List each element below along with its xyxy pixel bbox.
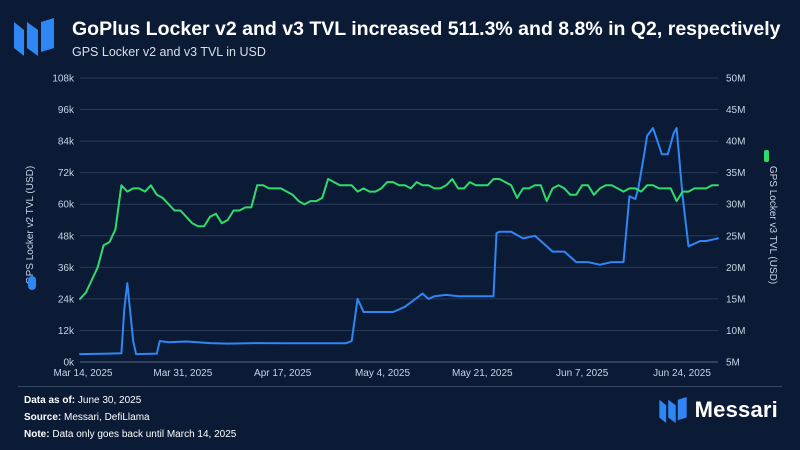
- y-right-tick-label: 30M: [726, 200, 745, 211]
- brand-name: Messari: [694, 397, 778, 422]
- footer-divider: [18, 386, 782, 387]
- y-right-tick-label: 35M: [726, 168, 745, 179]
- messari-brand-icon: [658, 397, 687, 423]
- y-right-tick-label: 40M: [726, 137, 745, 148]
- x-tick-label: Jun 24, 2025: [653, 368, 711, 379]
- footer-data-as-of: Data as of: June 30, 2025: [24, 395, 142, 406]
- y-right-tick-label: 5M: [726, 358, 740, 369]
- y-left-tick-label: 24k: [58, 294, 75, 305]
- x-tick-label: Jun 7, 2025: [556, 368, 609, 379]
- y-right-tick-label: 25M: [726, 231, 745, 242]
- x-tick-label: May 21, 2025: [452, 368, 513, 379]
- y-left-tick-label: 72k: [58, 168, 75, 179]
- y-right-tick-label: 20M: [726, 263, 745, 274]
- x-tick-label: Mar 31, 2025: [153, 368, 212, 379]
- y-left-tick-label: 48k: [58, 231, 75, 242]
- y-left-tick-label: 60k: [58, 200, 75, 211]
- y-right-axis-label: GPS Locker v3 TVL (USD): [767, 166, 778, 284]
- y-left-axis-label: GPS Locker v2 TVL (USD): [25, 166, 36, 284]
- messari-brand: Messari: [658, 397, 778, 423]
- x-tick-label: Mar 14, 2025: [54, 368, 113, 379]
- chart-subtitle: GPS Locker v2 and v3 TVL in USD: [72, 45, 266, 59]
- y-left-tick-label: 84k: [58, 137, 75, 148]
- v3-tvl-series-line: [79, 178, 719, 300]
- v2-legend-swatch: [28, 276, 36, 290]
- y-left-tick-label: 96k: [58, 105, 75, 116]
- y-left-tick-label: 12k: [58, 326, 75, 337]
- v2-tvl-series-line: [79, 127, 719, 356]
- y-right-tick-label: 10M: [726, 326, 745, 337]
- v3-legend-swatch: [764, 150, 769, 162]
- x-tick-label: May 4, 2025: [355, 368, 410, 379]
- page-title: GoPlus Locker v2 and v3 TVL increased 51…: [72, 18, 781, 40]
- y-left-tick-label: 108k: [52, 74, 75, 85]
- footer-source: Source: Messari, DefiLlama: [24, 412, 150, 423]
- y-right-tick-label: 50M: [726, 74, 745, 85]
- footer-note: Note: Data only goes back until March 14…: [24, 429, 237, 440]
- y-left-tick-label: 36k: [58, 263, 75, 274]
- y-right-tick-label: 15M: [726, 294, 745, 305]
- messari-logo-icon: [14, 18, 54, 56]
- x-tick-label: Apr 17, 2025: [254, 368, 312, 379]
- y-right-tick-label: 45M: [726, 105, 745, 116]
- y-left-tick-label: 0k: [63, 358, 75, 369]
